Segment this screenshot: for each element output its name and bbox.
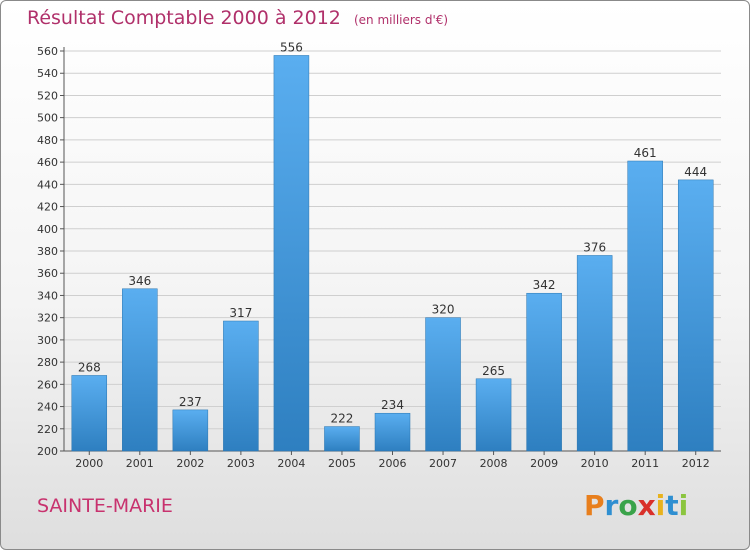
data-label: 556 (280, 40, 303, 54)
data-label: 222 (331, 412, 354, 426)
data-label: 342 (533, 278, 556, 292)
x-tick-label: 2008 (480, 457, 508, 470)
bar-2003 (223, 320, 259, 452)
place-name: SAINTE-MARIE (37, 495, 173, 517)
data-label: 317 (229, 306, 252, 320)
chart-title: Résultat Comptable 2000 à 2012 (27, 7, 341, 29)
data-label: 461 (634, 146, 657, 160)
grid-lines (64, 50, 721, 452)
y-tick-label: 560 (37, 45, 58, 58)
y-tick-label: 300 (37, 334, 58, 347)
proxiti-logo: Proxiti (584, 489, 688, 522)
bar-2000 (71, 375, 108, 452)
x-tick-label: 2011 (631, 457, 659, 470)
bar-2004 (273, 55, 310, 452)
y-tick-label: 380 (37, 245, 58, 258)
y-tick-label: 420 (37, 201, 58, 214)
y-tick-label: 340 (37, 289, 58, 302)
logo-letter: i (655, 489, 666, 522)
bar-2002 (172, 409, 209, 452)
labels: 200 220 240 260 280 300 320 340 360 380 400 420 440 4… (37, 40, 710, 470)
chart-subtitle: (en milliers d'€) (353, 13, 449, 27)
y-tick-label: 320 (37, 312, 58, 325)
x-tick-label: 2001 (126, 457, 154, 470)
x-tick-label: 2003 (227, 457, 255, 470)
y-tick-label: 500 (37, 112, 58, 125)
logo-letter: P (584, 489, 605, 522)
bar-2005 (324, 426, 360, 452)
logo-letter: o (618, 489, 638, 522)
x-tick-label: 2009 (530, 457, 558, 470)
x-tick-label: 2006 (379, 457, 407, 470)
x-tick-label: 2004 (277, 457, 305, 470)
y-tick-label: 440 (37, 178, 58, 191)
data-label: 265 (482, 364, 505, 378)
logo-letter: r (604, 489, 619, 522)
logo-letter: i (678, 489, 689, 522)
y-tick-label: 260 (37, 378, 58, 391)
data-label: 237 (179, 395, 202, 409)
bar-2006 (374, 412, 411, 452)
y-tick-label: 280 (37, 356, 58, 369)
y-tick-label: 200 (37, 445, 58, 458)
logo-letter: t (665, 489, 679, 522)
bar-2011 (627, 160, 663, 452)
data-label: 346 (128, 274, 151, 288)
x-tick-label: 2012 (682, 457, 710, 470)
y-tick-label: 360 (37, 267, 58, 280)
x-tick-label: 2002 (176, 457, 204, 470)
x-tick-label: 2010 (581, 457, 609, 470)
data-label: 234 (381, 398, 404, 412)
bar-2009 (526, 292, 562, 452)
bars (71, 55, 714, 452)
data-label: 320 (432, 303, 455, 317)
x-tick-label: 2007 (429, 457, 457, 470)
y-tick-label: 460 (37, 156, 58, 169)
y-tick-label: 400 (37, 223, 58, 236)
bar-2008 (475, 378, 512, 452)
bar-2012 (677, 179, 714, 452)
y-tick-label: 220 (37, 423, 58, 436)
data-label: 444 (684, 165, 707, 179)
data-label: 268 (78, 360, 101, 374)
y-tick-label: 240 (37, 401, 58, 414)
title-row: Résultat Comptable 2000 à 2012 (en milli… (27, 7, 448, 29)
data-label: 376 (583, 240, 606, 254)
logo-letter: x (637, 489, 656, 522)
x-tick-label: 2005 (328, 457, 356, 470)
bar-2001 (122, 288, 158, 452)
x-tick-label: 2000 (75, 457, 103, 470)
bar-2007 (425, 317, 461, 452)
y-tick-label: 540 (37, 67, 58, 80)
bar-2010 (576, 255, 613, 452)
y-tick-label: 520 (37, 89, 58, 102)
y-tick-label: 480 (37, 134, 58, 147)
